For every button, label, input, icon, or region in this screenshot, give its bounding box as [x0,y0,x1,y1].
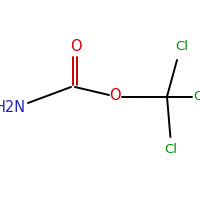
Text: O: O [109,88,121,104]
Text: Cl: Cl [175,40,188,53]
Text: Cl: Cl [164,143,178,156]
Text: O: O [70,39,82,54]
Text: Cl: Cl [193,90,200,104]
Text: H2N: H2N [0,100,26,116]
